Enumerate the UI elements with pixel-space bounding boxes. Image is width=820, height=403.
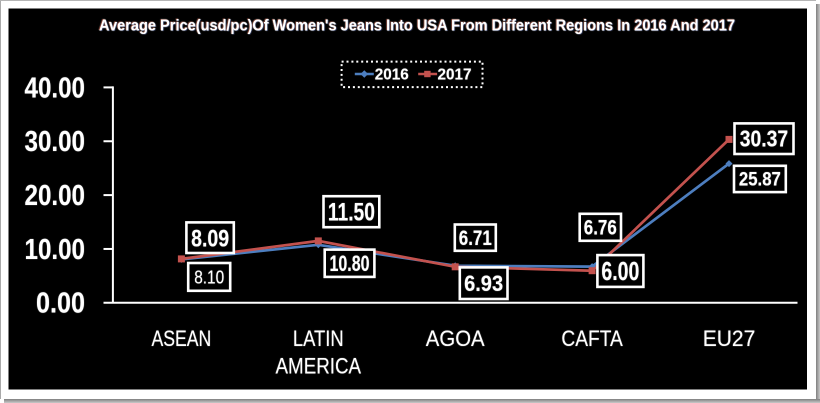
svg-text:CAFTA: CAFTA — [561, 326, 623, 351]
svg-text:AGOA: AGOA — [426, 326, 485, 351]
svg-text:6.00: 6.00 — [601, 258, 639, 286]
svg-text:0.00: 0.00 — [36, 288, 85, 320]
svg-text:2016: 2016 — [375, 67, 409, 84]
svg-text:AMERICA: AMERICA — [276, 354, 362, 379]
svg-text:6.76: 6.76 — [584, 217, 617, 240]
svg-text:30.00: 30.00 — [25, 126, 86, 158]
svg-text:6.93: 6.93 — [464, 271, 503, 296]
svg-text:25.87: 25.87 — [739, 170, 781, 191]
svg-text:Average Price(usd/pc)Of Women': Average Price(usd/pc)Of Women's Jeans In… — [98, 17, 734, 34]
svg-text:ASEAN: ASEAN — [152, 326, 212, 351]
svg-text:LATIN: LATIN — [293, 326, 344, 351]
svg-text:20.00: 20.00 — [25, 180, 86, 212]
svg-text:8.10: 8.10 — [194, 267, 224, 287]
svg-text:Average Price(usd/pc)Of Women': Average Price(usd/pc)Of Women's Jeans In… — [100, 18, 736, 35]
svg-text:10.00: 10.00 — [25, 234, 86, 266]
svg-text:30.37: 30.37 — [740, 126, 788, 152]
svg-text:40.00: 40.00 — [25, 72, 86, 104]
svg-text:10.80: 10.80 — [330, 251, 370, 276]
svg-text:8.09: 8.09 — [191, 225, 229, 252]
svg-text:EU27: EU27 — [703, 326, 756, 351]
svg-text:6.71: 6.71 — [459, 227, 492, 250]
svg-text:2017: 2017 — [438, 67, 472, 84]
svg-text:Average Price(usd/pc)Of Women': Average Price(usd/pc)Of Women's Jeans In… — [99, 18, 735, 35]
svg-text:11.50: 11.50 — [328, 198, 375, 226]
